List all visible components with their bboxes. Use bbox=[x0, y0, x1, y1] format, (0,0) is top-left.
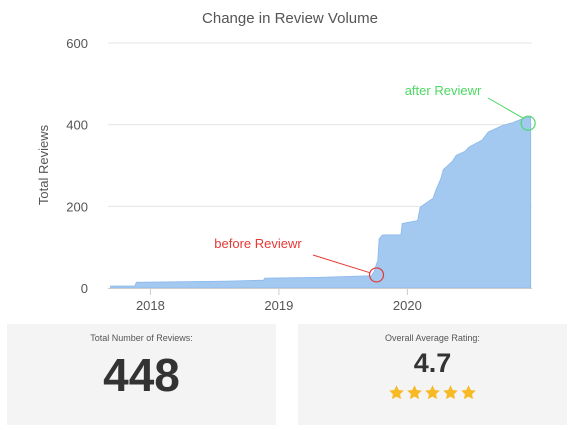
total-reviews-card: Total Number of Reviews: 448 bbox=[7, 324, 276, 425]
star-icon bbox=[425, 385, 440, 400]
star-icon bbox=[407, 385, 422, 400]
y-tick-label: 0 bbox=[81, 281, 88, 296]
y-tick-label: 600 bbox=[66, 36, 88, 51]
before-pointer-line bbox=[312, 254, 371, 274]
star-icon bbox=[389, 385, 404, 400]
x-tick-label: 2020 bbox=[393, 298, 422, 313]
star-icon bbox=[443, 385, 458, 400]
chart-svg: Change in Review Volume Total Reviews 0 2… bbox=[36, 10, 536, 313]
y-tick-label: 400 bbox=[66, 118, 88, 133]
after-pointer-line bbox=[487, 97, 524, 119]
after-reviewr-label: after Reviewr bbox=[405, 83, 482, 98]
star-rating bbox=[298, 384, 567, 404]
after-marker-circle bbox=[520, 115, 536, 131]
before-marker-circle bbox=[368, 267, 385, 283]
annotations: before Reviewr after Reviewr bbox=[214, 83, 536, 283]
average-rating-card: Overall Average Rating: 4.7 bbox=[298, 324, 567, 425]
average-rating-label: Overall Average Rating: bbox=[385, 333, 480, 343]
chart-title: Change in Review Volume bbox=[202, 10, 378, 27]
before-reviewr-label: before Reviewr bbox=[214, 236, 302, 251]
total-reviews-label: Total Number of Reviews: bbox=[90, 333, 193, 343]
average-rating-value: 4.7 bbox=[413, 348, 452, 378]
y-tick-label: 200 bbox=[66, 199, 88, 214]
area-series bbox=[110, 115, 532, 289]
y-axis-label: Total Reviews bbox=[36, 124, 51, 205]
review-volume-chart: Change in Review Volume Total Reviews 0 2… bbox=[36, 10, 536, 313]
star-icon bbox=[461, 385, 476, 400]
x-tick-label: 2018 bbox=[136, 298, 165, 313]
series-area bbox=[110, 115, 532, 289]
x-tick-label: 2019 bbox=[264, 298, 293, 313]
total-reviews-value: 448 bbox=[103, 349, 180, 401]
axes: 0 200 400 600 2018 2019 2020 bbox=[66, 36, 532, 313]
